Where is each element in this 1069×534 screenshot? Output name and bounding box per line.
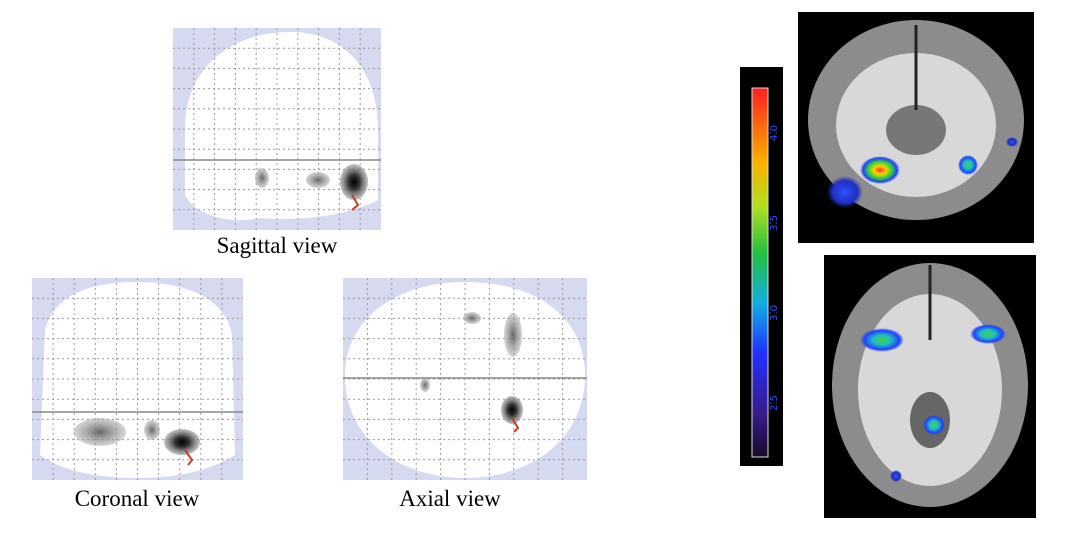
colorbar-tick-label: 4.0 [769, 125, 780, 141]
activation-blob [74, 418, 126, 446]
activation-blob [860, 328, 904, 352]
activation-blob [255, 168, 269, 188]
colorbar-tick-label: 3.5 [769, 215, 780, 231]
colorbar-gradient [752, 88, 768, 457]
sagittal-panel: Sagittal view [173, 28, 381, 258]
coronal-slice [798, 12, 1034, 243]
activation-blob [1006, 137, 1018, 147]
colorbar: 2.5 3.0 3.5 4.0 [740, 67, 783, 466]
view-label: Coronal view [75, 486, 200, 511]
activation-blob [827, 176, 863, 208]
activation-blob [463, 312, 481, 324]
activation-blob [970, 324, 1006, 344]
coronal-panel: Coronal view [32, 278, 243, 511]
colorbar-tick-label: 2.5 [769, 395, 780, 411]
activation-blob [923, 415, 945, 435]
activation-blob [144, 420, 160, 440]
figure: Sagittal view Coronal view Axial view 2.… [0, 0, 1069, 534]
activation-blob [306, 172, 330, 188]
deep-structure [886, 105, 946, 155]
axial-slice [824, 255, 1036, 518]
activation-blob [504, 313, 522, 357]
activation-blob [860, 156, 900, 184]
view-label: Sagittal view [217, 233, 338, 258]
activation-blob [890, 470, 902, 482]
activation-blob [340, 164, 368, 200]
axial-panel: Axial view [343, 278, 587, 511]
activation-blob [164, 429, 200, 455]
activation-blob [958, 155, 978, 175]
view-label: Axial view [399, 486, 501, 511]
colorbar-tick-label: 3.0 [769, 305, 780, 321]
activation-blob [420, 378, 430, 392]
